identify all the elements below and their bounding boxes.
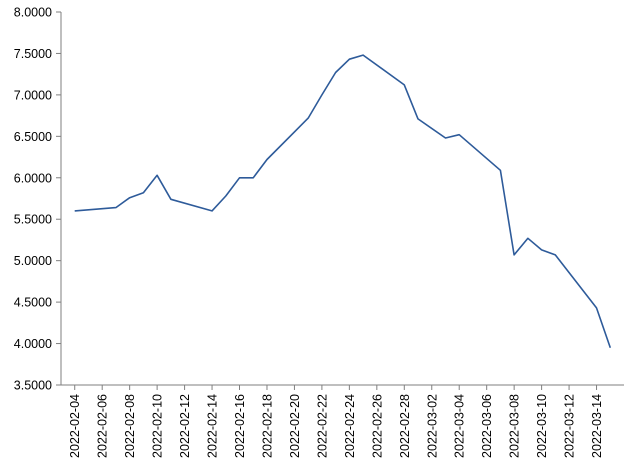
y-tick-label: 8.0000: [14, 6, 52, 20]
x-tick-label: 2022-02-04: [68, 394, 82, 458]
y-tick-label: 7.5000: [14, 47, 52, 61]
y-tick-label: 3.5000: [14, 379, 52, 393]
y-axis-ticks: 3.5000 4.0000 4.5000 5.0000 5.5000 6.0000 6.50…: [14, 6, 61, 393]
x-tick-label: 2022-02-14: [206, 394, 220, 458]
x-tick-label: 2022-02-26: [370, 394, 384, 458]
x-tick-label: 2022-02-10: [151, 394, 165, 458]
x-tick-label: 2022-02-08: [123, 394, 137, 458]
x-tick-label: 2022-02-22: [315, 394, 329, 458]
x-tick-label: 2022-02-28: [398, 394, 412, 458]
x-tick-label: 2022-03-14: [590, 394, 604, 458]
y-tick-label: 5.5000: [14, 213, 52, 227]
x-tick-label: 2022-03-04: [453, 394, 467, 458]
y-tick-label: 4.0000: [14, 337, 52, 351]
x-tick-label: 2022-03-10: [535, 394, 549, 458]
x-tick-label: 2022-03-12: [563, 394, 577, 458]
x-tick-label: 2022-02-20: [288, 394, 302, 458]
x-tick-label: 2022-03-02: [425, 394, 439, 458]
x-tick-label: 2022-02-16: [233, 394, 247, 458]
y-tick-label: 5.0000: [14, 254, 52, 268]
y-tick-label: 4.5000: [14, 296, 52, 310]
x-tick-label: 2022-03-06: [480, 394, 494, 458]
x-tick-label: 2022-02-12: [178, 394, 192, 458]
x-tick-label: 2022-03-08: [508, 394, 522, 458]
series-layer: [74, 54, 612, 348]
x-tick-label: 2022-02-06: [96, 394, 110, 458]
x-tick-label: 2022-02-24: [343, 394, 357, 458]
x-tick-label: 2022-02-18: [260, 394, 274, 458]
y-tick-label: 6.0000: [14, 171, 52, 185]
y-tick-label: 7.0000: [14, 88, 52, 102]
series-line: [74, 54, 612, 348]
y-tick-label: 6.5000: [14, 130, 52, 144]
x-axis-ticks: 2022-02-04 2022-02-06 2022-02-08 2022-02-10…: [68, 385, 604, 458]
